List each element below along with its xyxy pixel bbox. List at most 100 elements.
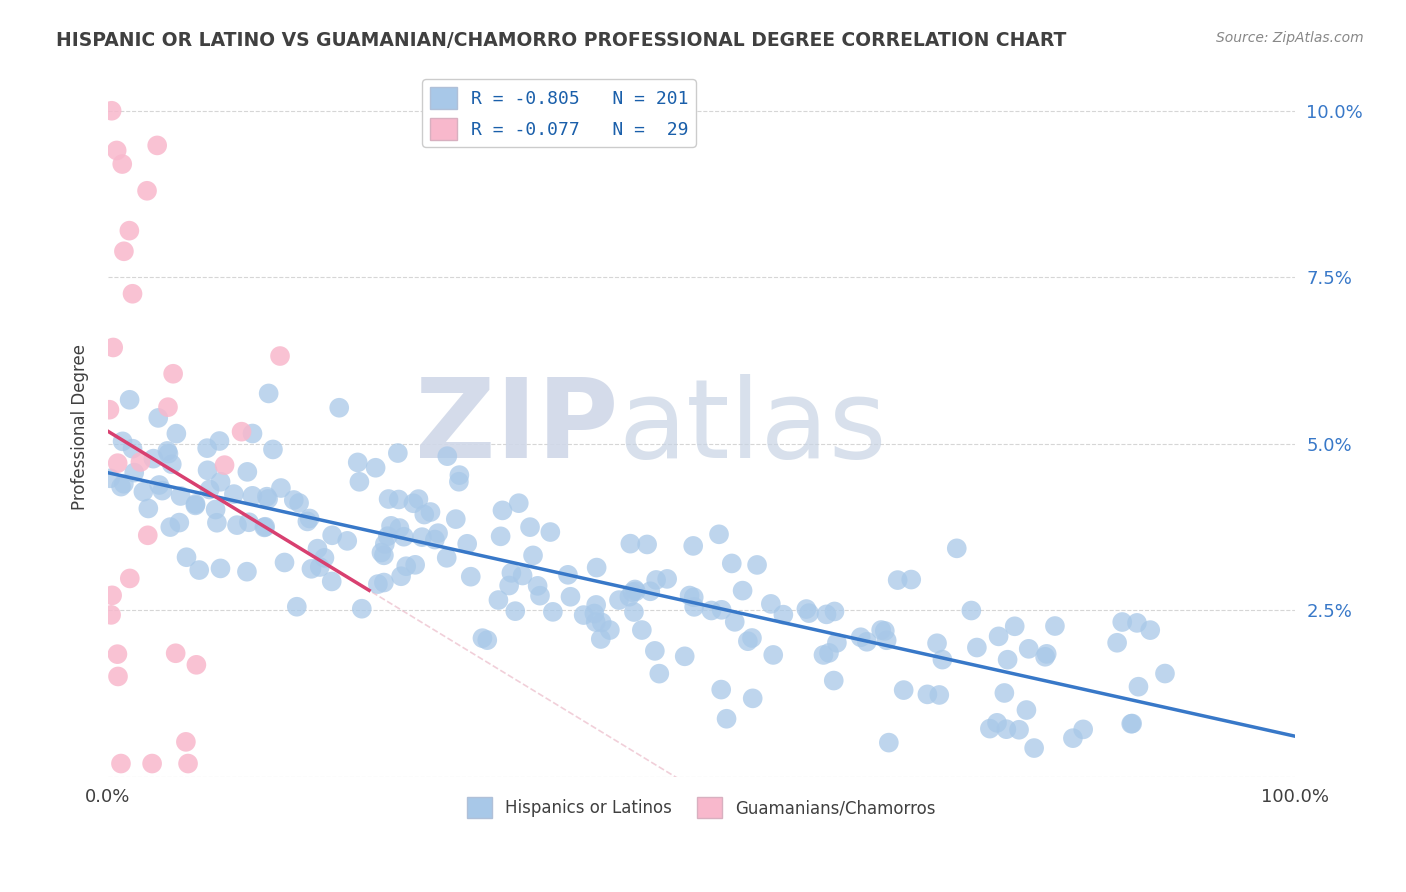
Point [103,341,125,355]
Point [796,602,818,616]
Point [404,558,426,572]
Point [1154,666,1177,681]
Point [519,520,541,534]
Point [741,691,763,706]
Text: ZIP: ZIP [415,374,619,481]
Point [197,463,219,477]
Point [297,515,319,529]
Point [477,633,499,648]
Point [100,607,122,622]
Point [886,573,908,587]
Text: HISPANIC OR LATINO VS GUAMANIAN/CHAMORRO PROFESSIONAL DEGREE CORRELATION CHART: HISPANIC OR LATINO VS GUAMANIAN/CHAMORRO… [56,31,1067,50]
Point [471,631,494,645]
Point [156,400,179,414]
Point [1015,703,1038,717]
Point [1018,641,1040,656]
Point [1107,636,1129,650]
Point [367,577,389,591]
Point [716,712,738,726]
Point [186,657,208,672]
Point [118,392,141,407]
Point [585,560,607,574]
Point [529,589,551,603]
Point [460,570,482,584]
Point [238,515,260,529]
Point [160,457,183,471]
Point [645,573,668,587]
Point [270,481,292,495]
Point [242,426,264,441]
Point [456,537,478,551]
Point [314,550,336,565]
Point [111,157,134,171]
Point [724,615,747,629]
Point [256,490,278,504]
Point [893,683,915,698]
Point [489,529,512,543]
Point [112,244,135,259]
Point [105,144,128,158]
Point [560,590,582,604]
Point [979,722,1001,736]
Point [262,442,284,457]
Point [269,349,291,363]
Point [205,516,228,530]
Point [121,286,143,301]
Point [165,426,187,441]
Point [150,483,173,498]
Point [209,475,232,489]
Point [283,493,305,508]
Point [98,471,121,485]
Text: atlas: atlas [619,374,887,481]
Point [374,537,396,551]
Point [288,496,311,510]
Point [856,634,879,648]
Point [631,623,654,637]
Point [737,634,759,648]
Point [388,492,411,507]
Point [508,496,530,510]
Point [599,623,621,637]
Point [1121,716,1143,731]
Point [762,648,785,662]
Point [169,516,191,530]
Point [623,605,645,619]
Point [818,646,841,660]
Point [377,529,399,543]
Point [226,518,249,533]
Point [1008,723,1031,737]
Point [607,593,630,607]
Point [195,441,218,455]
Point [402,496,425,510]
Point [644,644,666,658]
Point [129,455,152,469]
Point [640,584,662,599]
Point [107,647,129,661]
Point [419,505,441,519]
Point [917,687,939,701]
Point [110,480,132,494]
Legend: Hispanics or Latinos, Guamanians/Chamorros: Hispanics or Latinos, Guamanians/Chamorr… [460,791,942,824]
Point [945,541,967,556]
Point [447,475,470,489]
Point [541,605,564,619]
Point [148,411,170,425]
Point [184,499,207,513]
Point [188,563,211,577]
Point [208,434,231,448]
Point [285,599,308,614]
Point [797,606,820,620]
Point [444,512,467,526]
Point [321,528,343,542]
Point [204,502,226,516]
Point [328,401,350,415]
Point [1043,619,1066,633]
Point [591,615,613,630]
Point [165,646,187,660]
Point [209,561,232,575]
Point [257,386,280,401]
Point [236,465,259,479]
Point [1071,723,1094,737]
Point [156,444,179,458]
Point [157,447,180,461]
